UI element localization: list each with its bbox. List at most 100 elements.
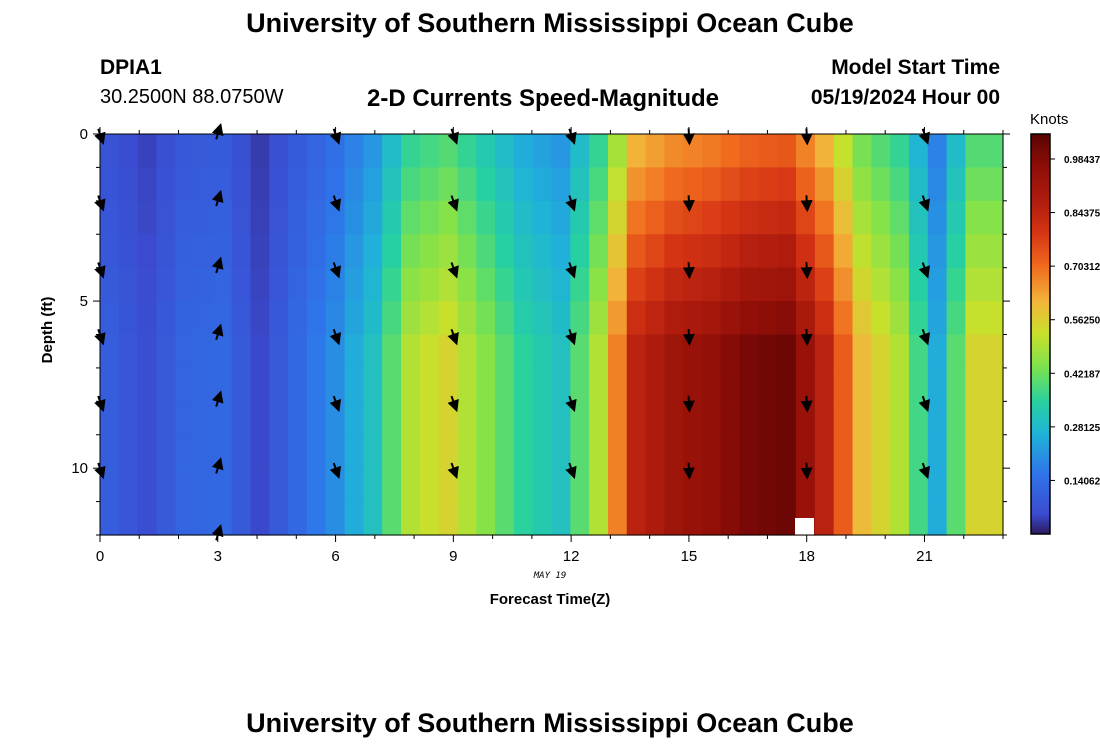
heat-cell [927, 334, 948, 369]
colorbar-title: Knots [1030, 111, 1068, 128]
x-tick-label: 3 [214, 548, 222, 565]
heat-cell [984, 167, 1004, 202]
heat-cell [758, 134, 778, 169]
heat-cell [175, 501, 195, 536]
heat-cell [852, 301, 872, 336]
vector-arrow [918, 195, 931, 212]
heat-cell [589, 367, 609, 402]
heat-cell [852, 367, 872, 402]
heat-cell [814, 234, 835, 269]
heat-cell [626, 501, 647, 536]
heat-cell [777, 367, 797, 402]
heat-cell [702, 401, 722, 436]
heat-cell [194, 367, 214, 402]
heat-cell [833, 334, 854, 369]
heat-cell [814, 200, 835, 235]
heat-cell [645, 301, 665, 336]
heat-cell [269, 167, 289, 202]
heat-cell [720, 468, 741, 503]
heat-cell [589, 468, 609, 503]
heat-cell [908, 301, 929, 336]
heat-cell [363, 468, 383, 503]
heat-cell [513, 134, 534, 169]
heat-cell [777, 301, 797, 336]
heat-cell [965, 167, 985, 202]
heat-cell [401, 367, 421, 402]
heat-cell [269, 434, 289, 469]
heat-cell [777, 167, 797, 202]
heat-cell [137, 234, 158, 269]
heat-cell [457, 468, 477, 503]
heat-cell [871, 200, 891, 235]
heat-cell [250, 334, 270, 369]
heat-cell [664, 334, 684, 369]
heat-cell [382, 401, 402, 436]
heat-cell [890, 167, 910, 202]
heat-cell [288, 434, 308, 469]
heat-cell [325, 367, 346, 402]
heat-cell [946, 234, 966, 269]
heat-cell [325, 301, 346, 336]
heat-cell [645, 401, 665, 436]
heat-cell [890, 234, 910, 269]
heat-cell [551, 200, 571, 235]
vector-arrow [682, 395, 695, 413]
heat-cell [288, 200, 308, 235]
heat-cell [156, 167, 176, 202]
heat-cell [194, 234, 214, 269]
heat-cell [927, 134, 948, 169]
heat-cell [457, 367, 477, 402]
heat-cell [589, 301, 609, 336]
heat-cell [118, 234, 139, 269]
heat-cell [532, 334, 553, 369]
heat-cell [532, 367, 553, 402]
heat-cell [250, 167, 270, 202]
vector-arrow [800, 395, 813, 413]
heat-cell [683, 401, 703, 436]
heat-cell [551, 134, 571, 169]
heat-cell [382, 367, 402, 402]
heat-cell [513, 267, 534, 302]
model-start-label: Model Start Time [831, 56, 1000, 79]
heat-cell [890, 367, 910, 402]
heat-cell [551, 267, 571, 302]
heat-cell [551, 301, 571, 336]
heat-cell [363, 200, 383, 235]
vector-arrow [329, 395, 342, 413]
heat-cell [288, 134, 308, 169]
heat-cell [589, 401, 609, 436]
heat-cell [852, 468, 872, 503]
vector-arrow [800, 462, 813, 480]
heat-cell [231, 401, 252, 436]
heat-cell [325, 468, 346, 503]
heat-cell [306, 200, 327, 235]
heat-cell [833, 468, 854, 503]
heat-cell [720, 267, 741, 302]
heat-cell [194, 267, 214, 302]
heat-cell [927, 301, 948, 336]
heat-cell [306, 401, 327, 436]
heat-cell [814, 501, 835, 536]
heat-cell [702, 501, 722, 536]
heat-cell [758, 501, 778, 536]
heat-cell [758, 167, 778, 202]
heat-cell [175, 200, 195, 235]
heat-cell [476, 301, 496, 336]
heat-cell [344, 334, 364, 369]
heat-cell [626, 167, 647, 202]
heat-cell [495, 200, 515, 235]
heat-cell [739, 167, 760, 202]
x-tick-label: 18 [798, 548, 815, 565]
heat-cell [965, 301, 985, 336]
heat-cell [212, 134, 233, 169]
heat-cell [645, 468, 665, 503]
heat-cell [156, 200, 176, 235]
heat-cell [100, 134, 120, 169]
heat-cell [645, 167, 665, 202]
heat-cell [513, 501, 534, 536]
heat-cell [100, 334, 120, 369]
heat-cell [137, 134, 158, 169]
heat-cell [626, 301, 647, 336]
heat-cell [551, 468, 571, 503]
heat-cell [946, 167, 966, 202]
